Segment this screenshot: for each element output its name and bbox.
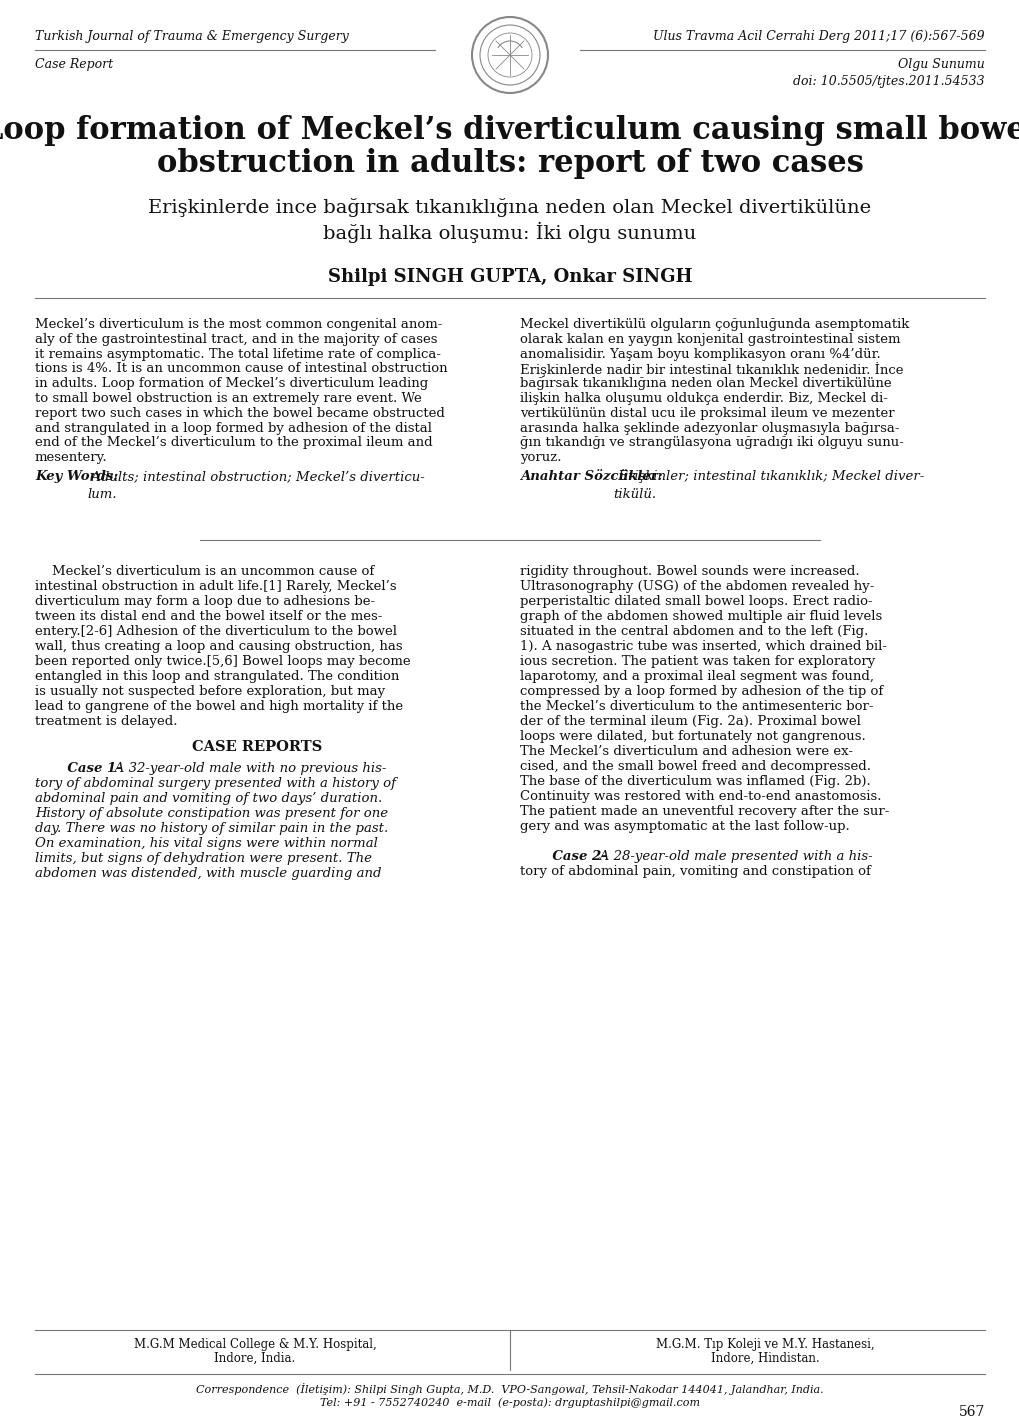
Text: ious secretion. The patient was taken for exploratory: ious secretion. The patient was taken fo… <box>520 655 874 667</box>
Text: doi: 10.5505/tjtes.2011.54533: doi: 10.5505/tjtes.2011.54533 <box>793 75 984 88</box>
Text: graph of the abdomen showed multiple air fluid levels: graph of the abdomen showed multiple air… <box>520 610 881 623</box>
Text: bağlı halka oluşumu: İki olgu sunumu: bağlı halka oluşumu: İki olgu sunumu <box>323 222 696 243</box>
Text: report two such cases in which the bowel became obstructed: report two such cases in which the bowel… <box>35 407 444 420</box>
Text: Ulus Travma Acil Cerrahi Derg 2011;17 (6):567-569: Ulus Travma Acil Cerrahi Derg 2011;17 (6… <box>653 30 984 43</box>
Text: Meckel’s diverticulum is the most common congenital anom-: Meckel’s diverticulum is the most common… <box>35 317 442 332</box>
Text: Case 1-: Case 1- <box>35 761 121 776</box>
Text: situated in the central abdomen and to the left (Fig.: situated in the central abdomen and to t… <box>520 625 867 638</box>
Text: ilişkin halka oluşumu oldukça enderdir. Biz, Meckel di-: ilişkin halka oluşumu oldukça enderdir. … <box>520 391 887 406</box>
Text: yoruz.: yoruz. <box>520 451 560 464</box>
Text: end of the Meckel’s diverticulum to the proximal ileum and: end of the Meckel’s diverticulum to the … <box>35 437 432 450</box>
Text: Anahtar Sözcükler:: Anahtar Sözcükler: <box>520 470 662 482</box>
Text: in adults. Loop formation of Meckel’s diverticulum leading: in adults. Loop formation of Meckel’s di… <box>35 377 428 390</box>
Text: Key Words:: Key Words: <box>35 470 118 482</box>
Text: been reported only twice.[5,6] Bowel loops may become: been reported only twice.[5,6] Bowel loo… <box>35 655 411 667</box>
Text: vertikülünün distal ucu ile proksimal ileum ve mezenter: vertikülünün distal ucu ile proksimal il… <box>520 407 894 420</box>
Text: entangled in this loop and strangulated. The condition: entangled in this loop and strangulated.… <box>35 670 399 683</box>
Text: Meckel divertikülü olguların çoğunluğunda asemptomatik: Meckel divertikülü olguların çoğunluğund… <box>520 317 909 332</box>
Text: Adults; intestinal obstruction; Meckel’s diverticu-
lum.: Adults; intestinal obstruction; Meckel’s… <box>87 470 424 501</box>
Text: compressed by a loop formed by adhesion of the tip of: compressed by a loop formed by adhesion … <box>520 684 882 699</box>
Text: Case 2-: Case 2- <box>520 850 606 862</box>
Text: laparotomy, and a proximal ileal segment was found,: laparotomy, and a proximal ileal segment… <box>520 670 873 683</box>
Text: intestinal obstruction in adult life.[1] Rarely, Meckel’s: intestinal obstruction in adult life.[1]… <box>35 581 396 593</box>
Text: M.G.M Medical College & M.Y. Hospital,: M.G.M Medical College & M.Y. Hospital, <box>133 1338 376 1350</box>
Text: The Meckel’s diverticulum and adhesion were ex-: The Meckel’s diverticulum and adhesion w… <box>520 746 852 758</box>
Text: CASE REPORTS: CASE REPORTS <box>192 740 322 754</box>
Text: abdominal pain and vomiting of two days’ duration.: abdominal pain and vomiting of two days’… <box>35 793 382 805</box>
Text: 1). A nasogastric tube was inserted, which drained bil-: 1). A nasogastric tube was inserted, whi… <box>520 640 887 653</box>
Text: mesentery.: mesentery. <box>35 451 108 464</box>
Text: Shilpi SINGH GUPTA, Onkar SINGH: Shilpi SINGH GUPTA, Onkar SINGH <box>327 268 692 286</box>
Text: entery.[2-6] Adhesion of the diverticulum to the bowel: entery.[2-6] Adhesion of the diverticulu… <box>35 625 396 638</box>
Text: aly of the gastrointestinal tract, and in the majority of cases: aly of the gastrointestinal tract, and i… <box>35 333 437 346</box>
Text: is usually not suspected before exploration, but may: is usually not suspected before explorat… <box>35 684 385 699</box>
Text: Indore, Hindistan.: Indore, Hindistan. <box>710 1352 818 1365</box>
Text: Loop formation of Meckel’s diverticulum causing small bowel: Loop formation of Meckel’s diverticulum … <box>0 115 1019 147</box>
Text: On examination, his vital signs were within normal: On examination, his vital signs were wit… <box>35 837 377 850</box>
Text: abdomen was distended, with muscle guarding and: abdomen was distended, with muscle guard… <box>35 867 381 879</box>
Text: Ultrasonography (USG) of the abdomen revealed hy-: Ultrasonography (USG) of the abdomen rev… <box>520 581 873 593</box>
Text: A 32-year-old male with no previous his-: A 32-year-old male with no previous his- <box>102 761 386 776</box>
Text: it remains asymptomatic. The total lifetime rate of complica-: it remains asymptomatic. The total lifet… <box>35 347 440 360</box>
Text: Olgu Sunumu: Olgu Sunumu <box>898 58 984 71</box>
Text: Erişkinlerde nadir bir intestinal tıkanıklık nedenidir. İnce: Erişkinlerde nadir bir intestinal tıkanı… <box>520 363 903 377</box>
Text: tions is 4%. It is an uncommon cause of intestinal obstruction: tions is 4%. It is an uncommon cause of … <box>35 363 447 376</box>
Text: the Meckel’s diverticulum to the antimesenteric bor-: the Meckel’s diverticulum to the antimes… <box>520 700 872 713</box>
Text: Turkish Journal of Trauma & Emergency Surgery: Turkish Journal of Trauma & Emergency Su… <box>35 30 348 43</box>
Text: loops were dilated, but fortunately not gangrenous.: loops were dilated, but fortunately not … <box>520 730 865 743</box>
Text: Erişkinler; intestinal tıkanıklık; Meckel diver-
tikülü.: Erişkinler; intestinal tıkanıklık; Mecke… <box>613 470 923 501</box>
Text: Case Report: Case Report <box>35 58 113 71</box>
Text: 567: 567 <box>958 1405 984 1419</box>
Text: cised, and the small bowel freed and decompressed.: cised, and the small bowel freed and dec… <box>520 760 870 773</box>
Text: der of the terminal ileum (Fig. 2a). Proximal bowel: der of the terminal ileum (Fig. 2a). Pro… <box>520 714 860 729</box>
Text: obstruction in adults: report of two cases: obstruction in adults: report of two cas… <box>156 148 863 179</box>
Text: lead to gangrene of the bowel and high mortality if the: lead to gangrene of the bowel and high m… <box>35 700 403 713</box>
Text: olarak kalan en yaygın konjenital gastrointestinal sistem: olarak kalan en yaygın konjenital gastro… <box>520 333 900 346</box>
Text: perperistaltic dilated small bowel loops. Erect radio-: perperistaltic dilated small bowel loops… <box>520 595 872 608</box>
Text: tory of abdominal surgery presented with a history of: tory of abdominal surgery presented with… <box>35 777 395 790</box>
Text: Meckel’s diverticulum is an uncommon cause of: Meckel’s diverticulum is an uncommon cau… <box>35 565 374 578</box>
Text: Continuity was restored with end-to-end anastomosis.: Continuity was restored with end-to-end … <box>520 790 880 803</box>
Text: anomalisidir. Yaşam boyu komplikasyon oranı %4’dür.: anomalisidir. Yaşam boyu komplikasyon or… <box>520 347 879 360</box>
Text: gery and was asymptomatic at the last follow-up.: gery and was asymptomatic at the last fo… <box>520 820 849 832</box>
Text: to small bowel obstruction is an extremely rare event. We: to small bowel obstruction is an extreme… <box>35 391 421 406</box>
Text: treatment is delayed.: treatment is delayed. <box>35 714 177 729</box>
Text: rigidity throughout. Bowel sounds were increased.: rigidity throughout. Bowel sounds were i… <box>520 565 859 578</box>
Text: bağırsak tıkanıklığına neden olan Meckel divertikülüne: bağırsak tıkanıklığına neden olan Meckel… <box>520 377 891 390</box>
Text: Key Words: Erişkinler; intestinal tıkanıklık; Meckel diver-: Key Words: Erişkinler; intestinal tıkanı… <box>35 470 421 482</box>
Text: The patient made an uneventful recovery after the sur-: The patient made an uneventful recovery … <box>520 805 889 818</box>
Text: Erişkinlerde ince bağırsak tıkanıklığına neden olan Meckel divertikülüne: Erişkinlerde ince bağırsak tıkanıklığına… <box>149 198 870 216</box>
Text: A 28-year-old male presented with a his-: A 28-year-old male presented with a his- <box>587 850 872 862</box>
Text: and strangulated in a loop formed by adhesion of the distal: and strangulated in a loop formed by adh… <box>35 421 432 434</box>
Text: tory of abdominal pain, vomiting and constipation of: tory of abdominal pain, vomiting and con… <box>520 865 870 878</box>
Text: diverticulum may form a loop due to adhesions be-: diverticulum may form a loop due to adhe… <box>35 595 375 608</box>
Text: ğın tıkandığı ve strangülasyona uğradığı iki olguyu sunu-: ğın tıkandığı ve strangülasyona uğradığı… <box>520 437 903 450</box>
Text: arasında halka şeklinde adezyonlar oluşmasıyla bağırsa-: arasında halka şeklinde adezyonlar oluşm… <box>520 421 899 434</box>
Text: The base of the diverticulum was inflamed (Fig. 2b).: The base of the diverticulum was inflame… <box>520 776 870 788</box>
Text: Correspondence  (İletişim): Shilpi Singh Gupta, M.D.  VPO-Sangowal, Tehsil-Nakod: Correspondence (İletişim): Shilpi Singh … <box>196 1383 823 1395</box>
Text: limits, but signs of dehydration were present. The: limits, but signs of dehydration were pr… <box>35 852 372 865</box>
Text: tween its distal end and the bowel itself or the mes-: tween its distal end and the bowel itsel… <box>35 610 382 623</box>
Text: Tel: +91 - 7552740240  e-mail  (e-posta): drguptashilpi@gmail.com: Tel: +91 - 7552740240 e-mail (e-posta): … <box>320 1397 699 1407</box>
Text: wall, thus creating a loop and causing obstruction, has: wall, thus creating a loop and causing o… <box>35 640 403 653</box>
Text: M.G.M. Tıp Koleji ve M.Y. Hastanesi,: M.G.M. Tıp Koleji ve M.Y. Hastanesi, <box>655 1338 873 1350</box>
Text: day. There was no history of similar pain in the past.: day. There was no history of similar pai… <box>35 822 388 835</box>
Text: History of absolute constipation was present for one: History of absolute constipation was pre… <box>35 807 388 820</box>
Text: Indore, India.: Indore, India. <box>214 1352 296 1365</box>
